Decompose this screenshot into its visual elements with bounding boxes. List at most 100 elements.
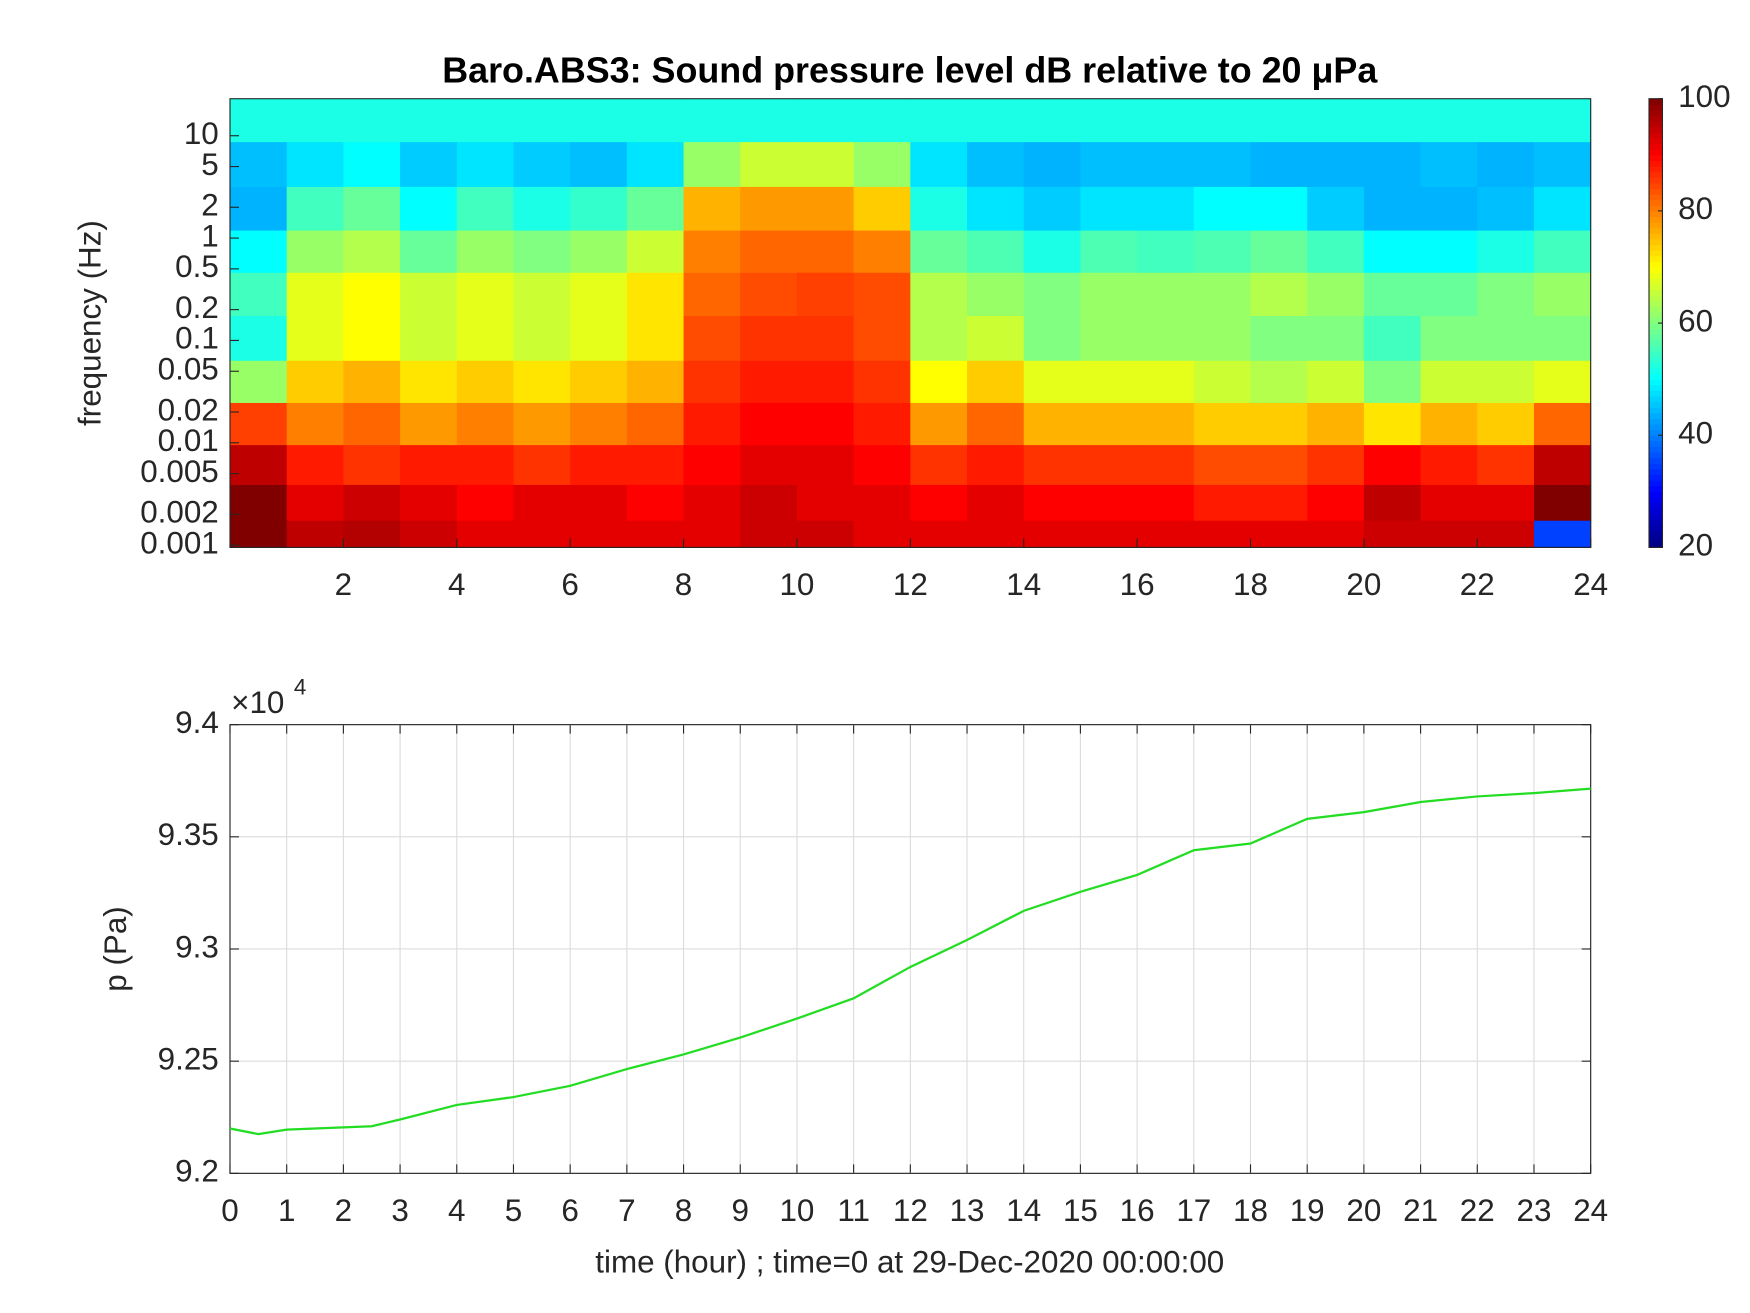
x-tick-label: 18 (1233, 567, 1268, 602)
heat-cell (1477, 316, 1535, 362)
colorbar-segment (1649, 126, 1663, 133)
colorbar-segment (1649, 222, 1663, 229)
heat-cell (1420, 445, 1478, 486)
colorbar-segment (1649, 323, 1663, 330)
heat-cell (1193, 360, 1252, 404)
y-tick-label: 2 (201, 188, 218, 223)
heat-cell (796, 484, 855, 522)
heat-cell (796, 272, 855, 317)
colorbar-segment (1649, 474, 1663, 481)
colorbar-segment (1649, 98, 1663, 105)
colorbar-segment (1649, 424, 1663, 431)
heat-cell (1193, 142, 1252, 188)
heat-cell (1080, 520, 1138, 548)
colorbar-segment (1649, 233, 1663, 240)
heat-cell (910, 445, 968, 486)
colorbar-segment (1649, 143, 1663, 150)
heat-cell (1137, 520, 1195, 548)
heat-cell (229, 402, 288, 446)
heat-cell (853, 402, 911, 446)
heat-cell (796, 230, 855, 274)
colorbar-segment (1649, 137, 1663, 145)
heat-cell (400, 360, 458, 404)
heat-cell (1477, 98, 1535, 143)
heat-cell (910, 142, 968, 188)
heat-cell (513, 402, 571, 446)
heat-cell (967, 445, 1025, 486)
colorbar-segment (1649, 356, 1663, 363)
heat-cell (1193, 402, 1252, 446)
colorbar-segment (1649, 491, 1663, 498)
heat-cell (513, 484, 571, 522)
heat-cell (683, 186, 741, 232)
heat-cell (740, 98, 798, 143)
colorbar-segment (1649, 541, 1663, 548)
heat-cell (853, 484, 911, 522)
heat-cell (1363, 445, 1422, 486)
colorbar-segment (1649, 407, 1663, 414)
x-tick-label: 24 (1573, 1193, 1608, 1228)
heat-cell (400, 142, 458, 188)
heat-cell (853, 142, 911, 188)
heat-cell (513, 230, 571, 274)
heat-cell (1307, 142, 1365, 188)
heat-cell (1363, 402, 1422, 446)
x-tick-label: 7 (618, 1193, 635, 1228)
heat-cell (1023, 272, 1081, 317)
x-tick-label: 10 (779, 567, 814, 602)
heat-cell (683, 272, 741, 317)
heat-cell (343, 316, 401, 362)
colorbar-segment (1649, 109, 1663, 117)
heat-cell (1137, 316, 1195, 362)
heat-cell (343, 272, 401, 317)
heat-cell (740, 402, 798, 446)
x-tick-label: 21 (1403, 1193, 1438, 1228)
heat-cell (229, 272, 288, 317)
colorbar-segment (1649, 480, 1663, 487)
heat-cell (400, 445, 458, 486)
colorbar-segment (1649, 205, 1663, 212)
heat-cell (796, 402, 855, 446)
heat-cell (1420, 230, 1478, 274)
heat-cell (229, 316, 288, 362)
heat-cell (1420, 186, 1478, 232)
x-tick-label: 13 (950, 1193, 985, 1228)
x-tick-label: 22 (1460, 567, 1495, 602)
x-tick-label: 6 (561, 1193, 578, 1228)
x-tick-label: 16 (1120, 1193, 1155, 1228)
colorbar-segment (1649, 367, 1663, 375)
colorbar-segment (1649, 446, 1663, 453)
heat-cell (513, 142, 571, 188)
heat-cell (1533, 445, 1592, 486)
colorbar-segment (1649, 278, 1663, 285)
colorbar-segment (1649, 339, 1663, 347)
heat-cell (513, 360, 571, 404)
heat-cell (456, 272, 515, 317)
heat-cell (400, 402, 458, 446)
heat-cell (570, 445, 628, 486)
colorbar-segment (1649, 412, 1663, 419)
heat-cell (683, 445, 741, 486)
heat-cell (229, 360, 288, 404)
heat-cell (910, 484, 968, 522)
x-tick-label: 4 (448, 567, 465, 602)
heat-cell (626, 186, 685, 232)
colorbar-segment (1649, 210, 1663, 218)
heat-cell (1080, 272, 1138, 317)
y-tick-label: 0.002 (140, 495, 219, 530)
colorbar-segment (1649, 390, 1663, 397)
heat-cell (286, 445, 344, 486)
colorbar-segment (1649, 283, 1663, 290)
heat-cell (1250, 316, 1308, 362)
heat-cell (740, 484, 798, 522)
x-tick-label: 9 (732, 1193, 749, 1228)
heat-cell (1193, 98, 1252, 143)
heat-cell (286, 316, 344, 362)
heat-cell (456, 98, 515, 143)
heat-cell (683, 484, 741, 522)
heat-cell (570, 316, 628, 362)
heat-cell (1363, 316, 1422, 362)
heat-cell (513, 186, 571, 232)
heat-cell (1080, 142, 1138, 188)
heat-cell (343, 484, 401, 522)
